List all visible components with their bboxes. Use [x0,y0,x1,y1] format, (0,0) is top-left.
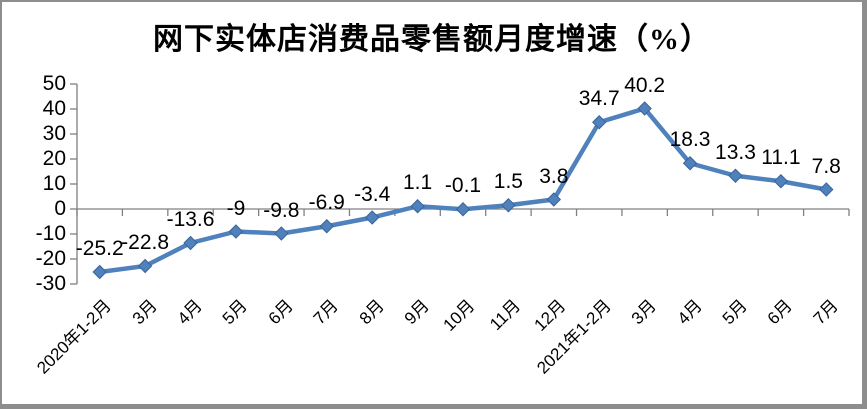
data-point-marker [137,258,153,274]
data-label: 1.5 [493,170,523,194]
data-label: -22.8 [121,231,170,254]
data-point-marker [228,224,244,239]
y-axis-label: -20 [35,247,66,270]
data-label: -9 [226,196,246,220]
data-point-marker [682,156,698,171]
data-point-marker [92,264,107,280]
y-axis-label: 0 [54,197,66,220]
data-point-marker [546,192,562,207]
data-point-marker [501,198,516,213]
data-label: 1.1 [402,171,433,195]
chart-title: 网下实体店消费品零售额月度增速（%） [153,23,711,56]
data-label: -25.2 [75,237,124,260]
data-label: -6.9 [308,191,345,215]
data-label: 7.8 [811,154,841,178]
data-label: 34.7 [578,87,620,111]
data-point-marker [410,199,425,214]
data-point-marker [455,202,471,217]
y-axis-label: 40 [42,97,66,120]
y-axis-label: -10 [35,222,66,245]
data-label: 3.8 [539,164,569,188]
data-point-marker [637,101,652,116]
data-label: 18.3 [669,128,711,152]
y-axis-label: 20 [42,147,66,170]
data-point-marker [819,182,834,197]
y-axis-label: 30 [42,122,66,145]
data-point-marker [773,174,789,189]
data-label: -3.4 [354,182,391,206]
data-label: -13.6 [166,208,215,231]
data-point-marker [319,219,334,234]
data-point-marker [274,226,289,241]
data-point-marker [728,168,743,183]
data-label: 11.1 [761,146,801,170]
data-point-marker [364,210,380,225]
y-axis-label: -30 [35,272,66,295]
data-point-marker [183,235,198,251]
data-point-marker [592,115,607,130]
data-label: 13.3 [715,140,756,164]
data-label: -0.1 [444,174,482,198]
data-label: 40.2 [624,73,666,97]
data-label: -9.8 [263,198,300,222]
y-axis-label: 10 [42,172,66,195]
y-axis-label: 50 [42,72,66,95]
